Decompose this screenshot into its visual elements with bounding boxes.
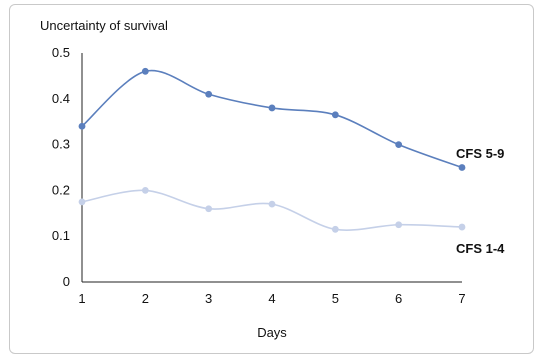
data-point-cfs-1-4 [395, 221, 403, 229]
data-point-cfs-1-4 [331, 225, 339, 233]
series-label-cfs-5-9: CFS 5-9 [456, 146, 504, 161]
data-point-cfs-1-4 [268, 200, 276, 208]
x-tick-label: 7 [458, 291, 465, 306]
x-axis-title: Days [257, 325, 287, 340]
data-point-cfs-5-9 [395, 141, 403, 149]
series-label-cfs-1-4: CFS 1-4 [456, 241, 505, 256]
data-point-cfs-5-9 [331, 111, 339, 119]
data-point-cfs-1-4 [458, 223, 466, 231]
y-tick-label: 0.5 [52, 45, 70, 60]
data-point-cfs-5-9 [78, 122, 86, 130]
y-tick-label: 0.3 [52, 137, 70, 152]
y-tick-label: 0.1 [52, 228, 70, 243]
data-point-cfs-5-9 [141, 67, 149, 75]
data-point-cfs-1-4 [141, 187, 149, 194]
series-line-cfs-1-4 [81, 189, 463, 231]
x-tick-label: 2 [142, 291, 149, 306]
x-tick-label: 1 [78, 291, 85, 306]
series-line-cfs-5-9 [81, 69, 463, 169]
x-tick-label: 5 [332, 291, 339, 306]
data-point-cfs-1-4 [205, 205, 213, 213]
y-tick-label: 0.2 [52, 182, 70, 197]
data-point-cfs-5-9 [268, 104, 276, 112]
y-tick-label: 0 [63, 274, 70, 289]
x-tick-label: 3 [205, 291, 212, 306]
line-chart: Uncertainty of survival Days 0 0.1 0.2 0.3 0… [40, 18, 505, 340]
y-axis-title: Uncertainty of survival [40, 18, 168, 33]
x-tick-label: 4 [268, 291, 275, 306]
data-point-cfs-5-9 [458, 164, 466, 171]
data-point-cfs-5-9 [205, 90, 213, 98]
data-point-cfs-1-4 [78, 198, 86, 206]
y-tick-label: 0.4 [52, 91, 70, 106]
chart-frame [9, 4, 534, 354]
x-tick-label: 6 [395, 291, 402, 306]
